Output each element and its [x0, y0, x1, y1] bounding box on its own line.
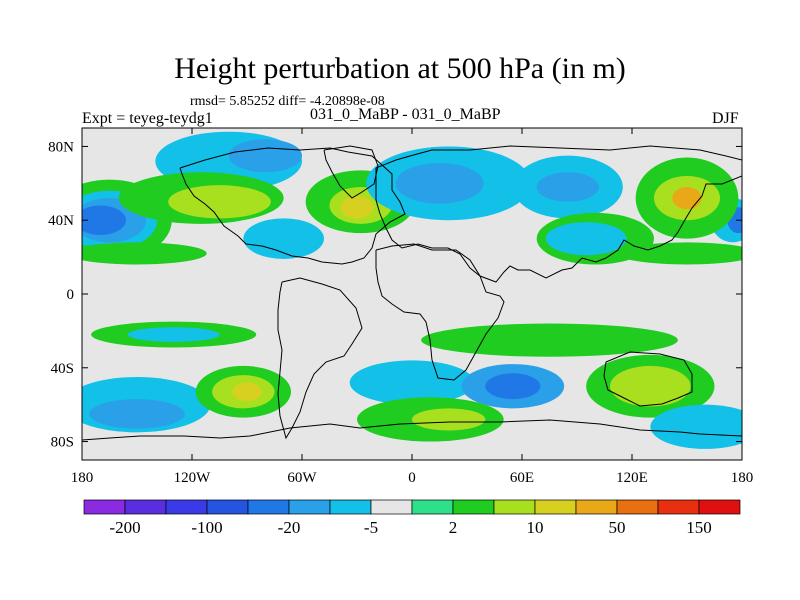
x-tick-label: 180	[731, 470, 754, 486]
coastline-greenland	[323, 145, 379, 199]
contour-region	[536, 172, 599, 202]
contour-region	[349, 360, 475, 405]
chart-title: Height perturbation at 500 hPa (in m)	[174, 52, 626, 85]
contour-region	[412, 408, 486, 431]
contour-region	[650, 404, 742, 449]
colorbar-swatch	[411, 499, 454, 515]
colorbar: -200 -100 -20 -5 2 10 50 150	[83, 499, 741, 537]
colorbar-label: -100	[191, 518, 222, 537]
coastline-africa	[375, 243, 505, 381]
x-axis: 180 120W 60W 0 60E 120E 180	[71, 128, 754, 486]
contour-region	[82, 242, 207, 265]
colorbar-label: -200	[109, 518, 140, 537]
x-tick-label: 60E	[510, 470, 534, 486]
contour-field-layer	[82, 128, 742, 460]
colorbar-label: 50	[609, 518, 626, 537]
contour-region	[82, 205, 126, 235]
colorbar-swatch	[206, 499, 249, 515]
colorbar-swatch	[534, 499, 577, 515]
colorbar-swatch	[165, 499, 208, 515]
coastline-antarctica	[82, 419, 742, 441]
x-tick-label: 120E	[616, 470, 648, 486]
x-tick-label: 120W	[174, 470, 212, 486]
rmsd-diff-stats: rmsd= 5.85252 diff= -4.20898e-08	[190, 94, 385, 109]
continent-outline-layer	[82, 145, 742, 441]
x-tick-label: 60W	[287, 470, 317, 486]
colorbar-label: -20	[278, 518, 301, 537]
colorbar-swatch	[616, 499, 659, 515]
colorbar-swatch	[370, 499, 413, 515]
contour-region	[127, 327, 220, 342]
colorbar-swatch	[493, 499, 536, 515]
y-axis: 80N 40N 0 40S 80S	[48, 139, 742, 451]
y-tick-label: 80N	[48, 139, 74, 155]
chart-subtitle: 031_0_MaBP - 031_0_MaBP	[310, 106, 501, 123]
colorbar-swatch	[329, 499, 372, 515]
colorbar-swatch	[83, 499, 126, 515]
colorbar-swatch	[288, 499, 331, 515]
colorbar-swatch	[452, 499, 495, 515]
contour-region	[395, 163, 484, 204]
contour-region	[610, 365, 691, 407]
colorbar-label: 2	[449, 518, 458, 537]
colorbar-swatch	[575, 499, 618, 515]
colorbar-label: 150	[686, 518, 712, 537]
colorbar-swatch	[698, 499, 741, 515]
season-label: DJF	[712, 110, 739, 127]
experiment-label: Expt = teyeg-teydg1	[82, 110, 213, 127]
y-tick-label: 0	[67, 287, 75, 303]
x-tick-label: 180	[71, 470, 94, 486]
colorbar-swatch	[657, 499, 700, 515]
contour-region	[545, 222, 627, 256]
coastline-south-america	[277, 277, 363, 440]
contour-region	[243, 218, 324, 259]
y-tick-label: 80S	[51, 435, 74, 451]
contour-region	[232, 382, 262, 401]
contour-region	[340, 196, 374, 219]
coastline-australia	[603, 351, 693, 407]
y-tick-label: 40N	[48, 213, 74, 229]
contour-region	[89, 399, 185, 429]
x-tick-label: 0	[408, 470, 416, 486]
y-tick-label: 40S	[51, 361, 74, 377]
contour-region	[672, 187, 702, 210]
contour-region	[421, 323, 678, 357]
contour-region	[617, 242, 742, 265]
colorbar-swatch	[247, 499, 290, 515]
colorbar-swatch	[124, 499, 167, 515]
contour-region	[485, 373, 541, 400]
colorbar-label: -5	[364, 518, 378, 537]
contour-region	[168, 185, 271, 219]
colorbar-label: 10	[527, 518, 544, 537]
contour-region	[228, 139, 302, 173]
coastline-eurasia	[375, 145, 742, 283]
